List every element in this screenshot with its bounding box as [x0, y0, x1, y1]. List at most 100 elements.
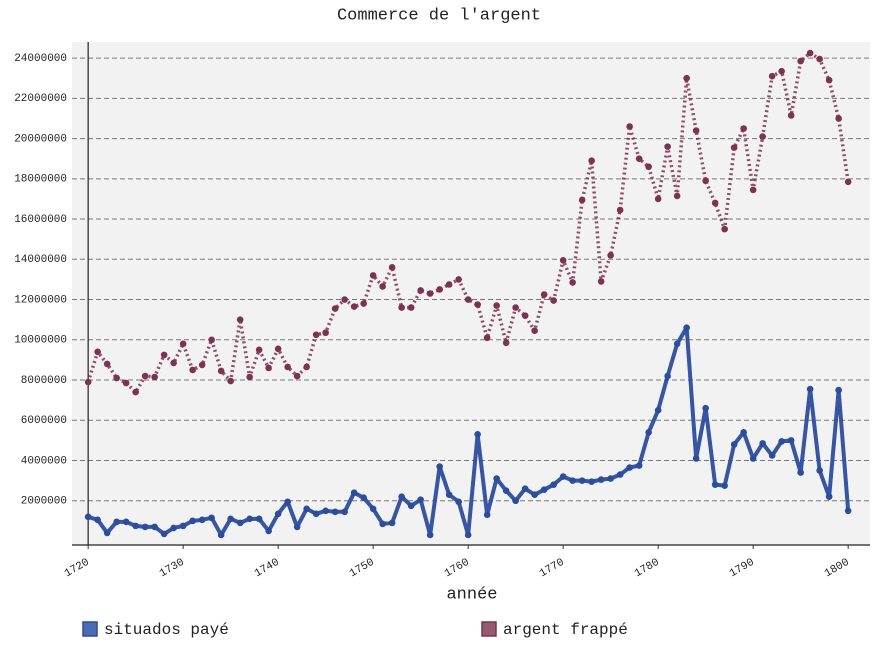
data-point: [322, 329, 329, 337]
x-axis-label: année: [446, 585, 497, 604]
data-point: [588, 157, 595, 165]
data-point: [540, 486, 548, 493]
y-tick-label: 8000000: [21, 375, 67, 387]
data-point: [94, 348, 101, 356]
data-point: [597, 278, 605, 285]
data-point: [521, 312, 529, 319]
y-tick-label: 16000000: [14, 214, 67, 226]
data-point: [835, 115, 842, 122]
data-point: [388, 519, 396, 527]
data-point: [702, 177, 709, 185]
data-point: [455, 498, 462, 506]
data-point: [721, 482, 728, 489]
data-point: [236, 316, 244, 323]
data-point: [673, 340, 681, 348]
data-point: [113, 518, 120, 526]
data-point: [721, 225, 728, 233]
data-point: [436, 286, 443, 293]
data-point: [740, 125, 747, 132]
data-point: [132, 522, 139, 530]
data-point: [331, 508, 339, 516]
x-tick-label: 1770: [538, 557, 567, 581]
data-point: [350, 489, 358, 496]
data-point: [170, 524, 177, 532]
data-point: [151, 523, 158, 531]
data-point: [825, 493, 833, 501]
data-point: [426, 531, 434, 539]
x-tick-label: 1760: [443, 557, 472, 581]
data-point: [265, 364, 272, 372]
data-point: [132, 388, 139, 396]
data-point: [103, 529, 111, 537]
data-point: [607, 251, 614, 259]
data-point: [768, 452, 776, 459]
plot-background: [72, 42, 870, 545]
data-point: [569, 477, 576, 484]
data-point: [635, 155, 643, 162]
chart-title: Commerce de l'argent: [337, 6, 541, 25]
data-point: [664, 143, 671, 150]
data-point: [778, 438, 785, 445]
data-point: [635, 462, 643, 469]
data-point: [626, 464, 633, 471]
data-point: [398, 304, 405, 311]
data-point: [198, 361, 206, 369]
data-point: [217, 531, 225, 539]
data-point: [816, 467, 823, 474]
data-point: [483, 511, 491, 519]
data-point: [360, 300, 367, 307]
data-point: [379, 283, 386, 290]
data-point: [825, 76, 833, 84]
data-point: [730, 144, 738, 151]
data-point: [787, 437, 795, 444]
data-point: [502, 339, 510, 347]
data-point: [616, 206, 624, 214]
x-tick-label: 1790: [728, 557, 757, 581]
data-point: [749, 455, 757, 462]
data-point: [749, 186, 757, 194]
data-point: [160, 530, 168, 538]
data-point: [189, 366, 196, 374]
data-point: [683, 74, 690, 82]
data-point: [702, 404, 709, 412]
data-point: [692, 455, 700, 462]
data-point: [797, 57, 804, 65]
data-point: [816, 55, 823, 63]
legend-swatch: [481, 621, 497, 637]
data-point: [369, 505, 377, 513]
data-point: [246, 373, 253, 381]
data-point: [578, 477, 586, 484]
data-point: [369, 272, 377, 279]
data-point: [407, 502, 415, 510]
data-point: [464, 296, 472, 303]
data-point: [426, 290, 434, 297]
data-point: [303, 505, 310, 513]
y-tick-label: 12000000: [14, 294, 67, 306]
data-point: [170, 359, 177, 367]
data-point: [768, 72, 776, 80]
x-tick-label: 1720: [63, 557, 92, 581]
data-point: [189, 517, 196, 525]
x-tick-label: 1780: [633, 557, 662, 581]
x-tick-label: 1740: [253, 557, 282, 581]
data-point: [607, 475, 614, 482]
data-point: [550, 481, 557, 488]
data-point: [683, 324, 690, 332]
data-point: [312, 510, 320, 518]
data-point: [198, 516, 206, 524]
legend-label: situados payé: [104, 621, 229, 639]
data-point: [246, 515, 253, 523]
data-point: [227, 515, 234, 523]
data-point: [379, 520, 386, 528]
data-point: [645, 163, 652, 171]
data-point: [521, 485, 529, 492]
data-point: [417, 496, 424, 504]
data-point: [740, 429, 747, 436]
y-tick-label: 10000000: [14, 335, 67, 347]
y-tick-label: 6000000: [21, 415, 67, 427]
data-point: [692, 127, 700, 134]
data-point: [103, 360, 111, 368]
data-point: [122, 518, 130, 526]
y-tick-label: 20000000: [14, 133, 67, 145]
data-point: [331, 305, 339, 312]
